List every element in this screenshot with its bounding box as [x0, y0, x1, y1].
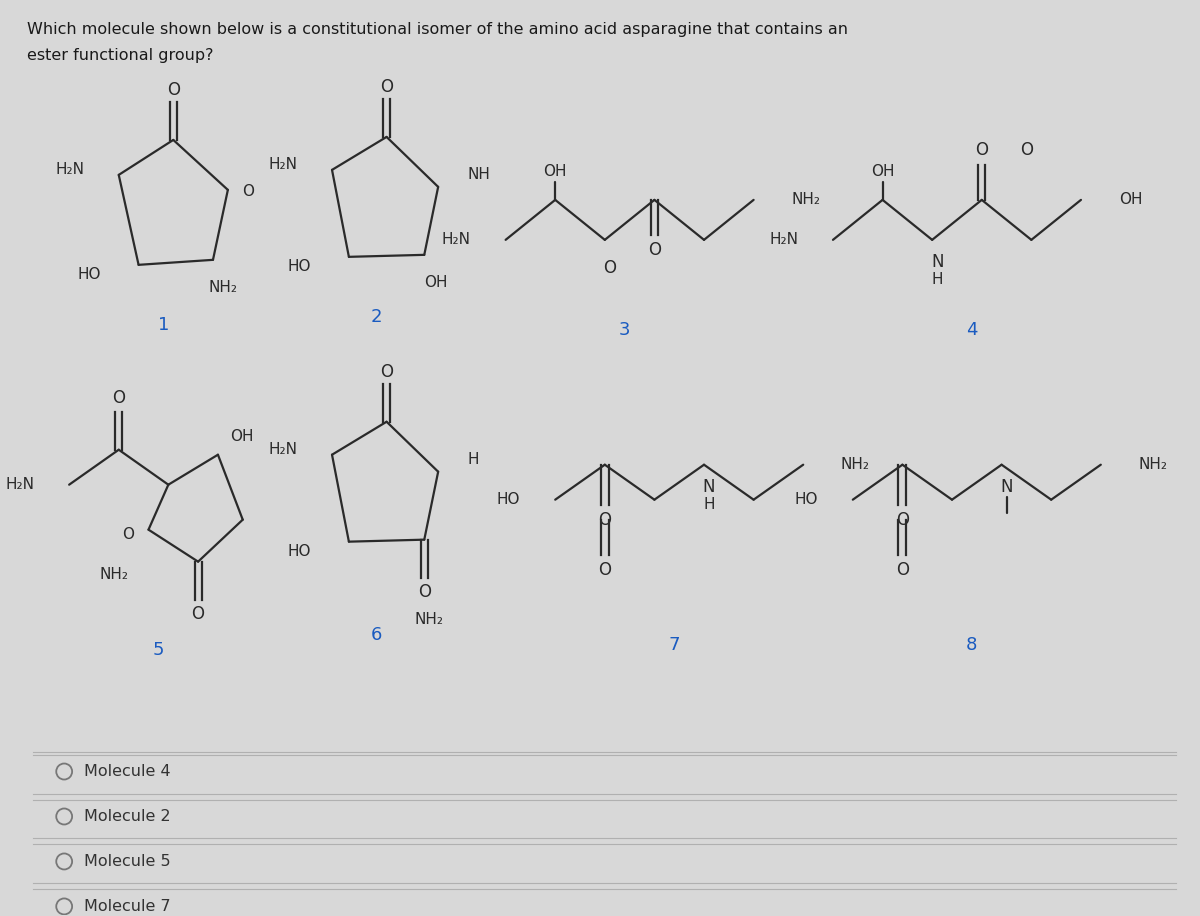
Text: NH₂: NH₂ — [841, 457, 870, 473]
Text: OH: OH — [1118, 192, 1142, 207]
Text: HO: HO — [288, 544, 311, 559]
Text: H: H — [468, 453, 480, 467]
Text: O: O — [604, 259, 617, 277]
Text: H: H — [703, 497, 715, 512]
Text: NH₂: NH₂ — [100, 567, 128, 583]
Text: O: O — [976, 141, 989, 158]
Text: 7: 7 — [668, 636, 680, 654]
Text: O: O — [599, 561, 611, 579]
Text: HO: HO — [794, 492, 818, 507]
Text: Molecule 2: Molecule 2 — [84, 809, 170, 824]
Text: N: N — [931, 253, 943, 271]
Text: OH: OH — [871, 164, 894, 180]
Text: H₂N: H₂N — [269, 442, 298, 457]
Text: O: O — [648, 241, 661, 259]
Text: O: O — [896, 511, 908, 529]
Text: O: O — [113, 388, 125, 407]
Text: H₂N: H₂N — [769, 233, 798, 247]
Text: 5: 5 — [152, 640, 164, 659]
Text: H₂N: H₂N — [269, 158, 298, 172]
Text: H₂N: H₂N — [6, 477, 35, 492]
Text: Molecule 4: Molecule 4 — [84, 764, 170, 779]
Text: N: N — [703, 478, 715, 496]
Text: NH₂: NH₂ — [791, 192, 821, 207]
Text: O: O — [1020, 141, 1033, 158]
Text: HO: HO — [77, 267, 101, 282]
Text: H₂N: H₂N — [55, 162, 84, 178]
Text: 1: 1 — [157, 316, 169, 333]
Text: NH₂: NH₂ — [209, 280, 238, 295]
Text: 4: 4 — [966, 321, 978, 339]
Text: Molecule 5: Molecule 5 — [84, 854, 170, 869]
Text: O: O — [241, 184, 253, 200]
Text: H: H — [931, 272, 943, 288]
Text: O: O — [380, 363, 394, 381]
Text: OH: OH — [425, 276, 448, 290]
Text: 6: 6 — [371, 626, 383, 644]
Text: NH₂: NH₂ — [1139, 457, 1168, 473]
Text: O: O — [896, 561, 908, 579]
Text: OH: OH — [544, 164, 566, 180]
Text: O: O — [167, 81, 180, 99]
Text: Molecule 7: Molecule 7 — [84, 899, 170, 914]
Text: 2: 2 — [371, 308, 383, 326]
Text: 8: 8 — [966, 636, 978, 654]
Text: OH: OH — [230, 430, 253, 444]
Text: 3: 3 — [619, 321, 630, 339]
Text: NH₂: NH₂ — [415, 612, 444, 627]
Text: H₂N: H₂N — [442, 233, 470, 247]
Text: O: O — [418, 583, 431, 601]
Text: ester functional group?: ester functional group? — [28, 48, 214, 63]
Text: Which molecule shown below is a constitutional isomer of the amino acid asparagi: Which molecule shown below is a constitu… — [28, 22, 848, 37]
Text: O: O — [380, 78, 394, 96]
Text: O: O — [122, 528, 134, 542]
Text: O: O — [192, 605, 205, 623]
Text: HO: HO — [497, 492, 521, 507]
Text: O: O — [599, 511, 611, 529]
Text: N: N — [1001, 478, 1013, 496]
Text: NH: NH — [468, 168, 491, 182]
Text: HO: HO — [288, 259, 311, 274]
